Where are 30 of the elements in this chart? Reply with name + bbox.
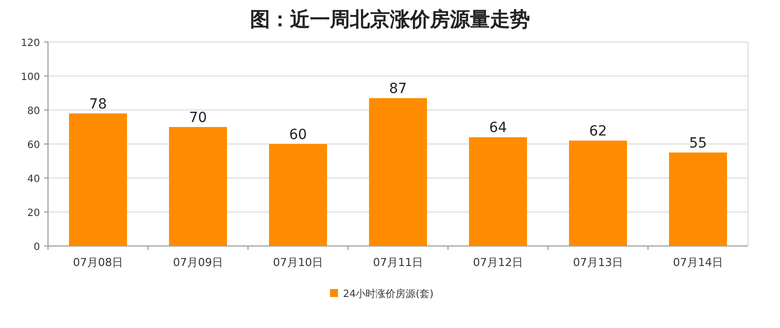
data-label: 70 (189, 110, 207, 126)
y-tick-label: 100 (20, 72, 40, 83)
data-label: 55 (689, 136, 707, 152)
y-tick-label: 60 (27, 140, 40, 151)
bar (69, 113, 127, 246)
bar (569, 140, 627, 246)
x-tick-label: 07月08日 (73, 256, 123, 269)
x-tick-label: 07月12日 (473, 256, 523, 269)
data-label: 78 (89, 96, 107, 112)
data-label: 62 (589, 124, 607, 140)
y-tick-label: 40 (27, 174, 40, 185)
y-tick-label: 80 (27, 106, 40, 117)
chart-title: 图：近一周北京涨价房源量走势 (250, 7, 530, 31)
bar (169, 127, 227, 246)
legend-label: 24小时涨价房源(套) (343, 288, 434, 300)
data-label: 60 (289, 127, 307, 143)
data-label: 64 (489, 120, 507, 136)
bar (469, 137, 527, 246)
y-tick-label: 0 (34, 242, 40, 253)
y-tick-label: 20 (27, 208, 40, 219)
x-tick-label: 07月09日 (173, 256, 223, 269)
bar (369, 98, 427, 246)
bar (669, 152, 727, 246)
x-tick-label: 07月11日 (373, 256, 423, 269)
bar (269, 144, 327, 246)
data-label: 87 (389, 81, 407, 98)
y-tick-label: 120 (20, 38, 40, 49)
x-tick-label: 07月10日 (273, 256, 323, 269)
x-tick-label: 07月13日 (573, 256, 623, 269)
x-tick-label: 07月14日 (673, 256, 723, 269)
